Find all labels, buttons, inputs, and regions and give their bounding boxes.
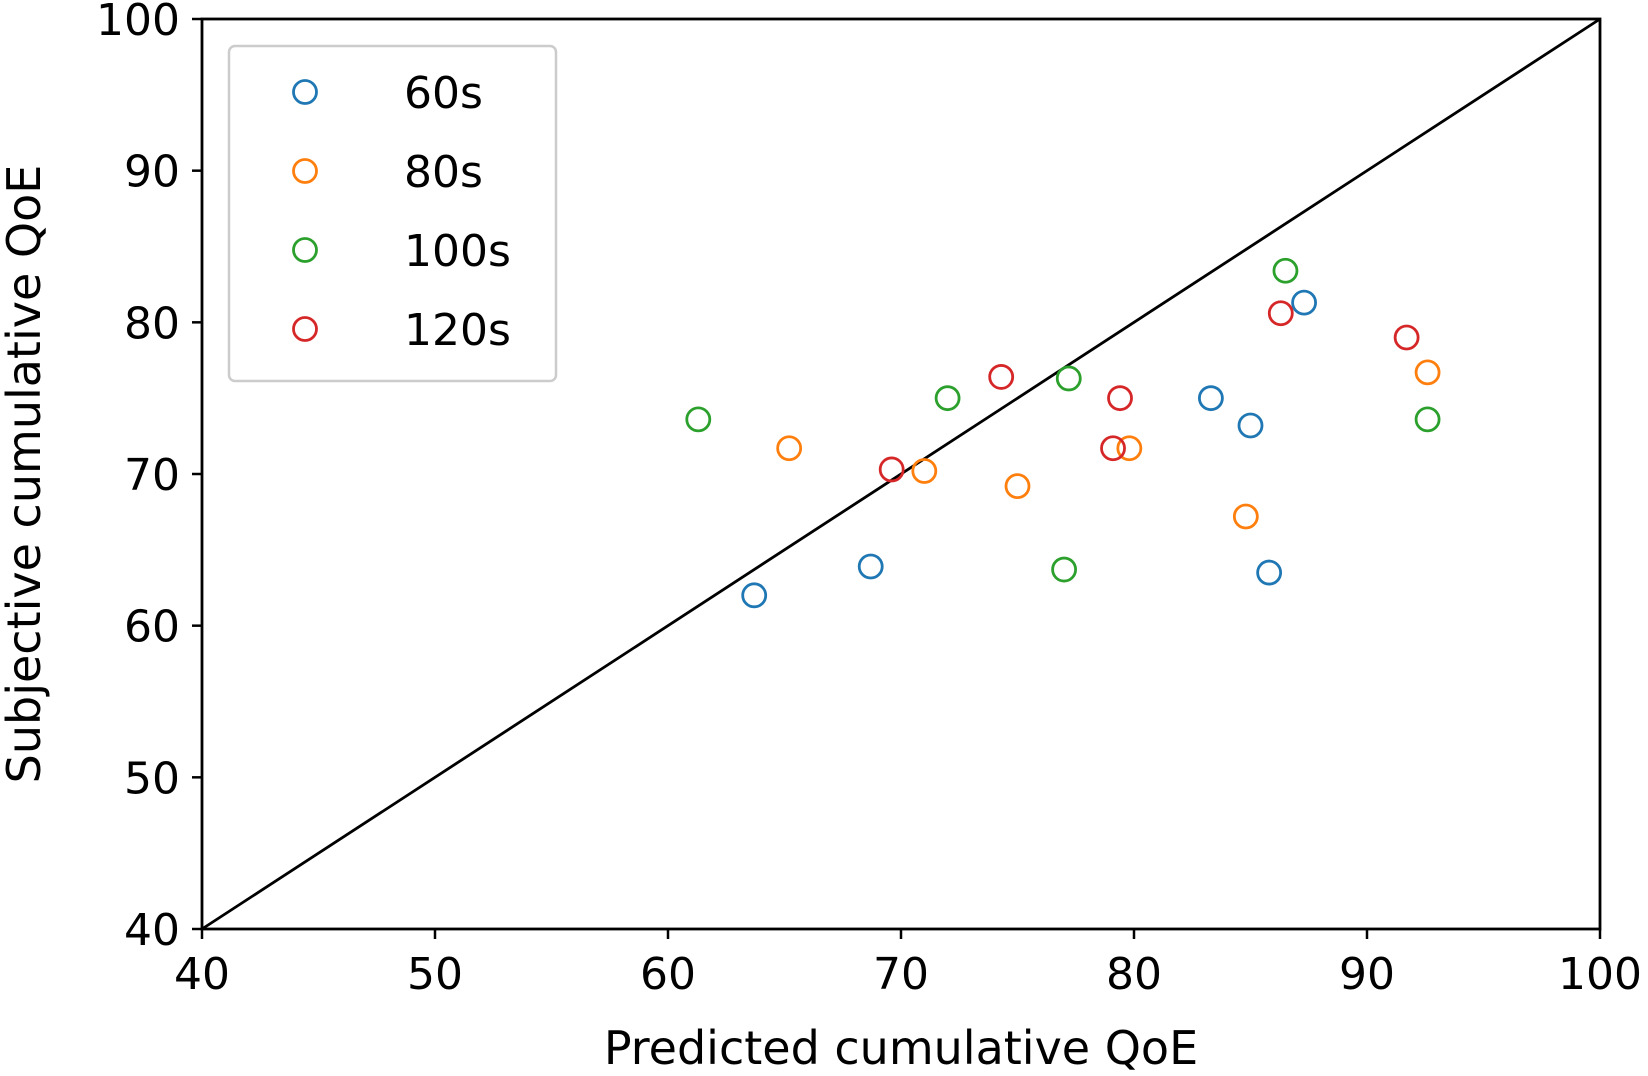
- plot-area-frame: [200, 17, 1602, 931]
- y-axis-title: Subjective cumulative QoE: [0, 165, 51, 784]
- point-120s: [1100, 435, 1126, 462]
- point-120s: [1267, 300, 1294, 327]
- legend: 60s 80s 100s 120s: [227, 44, 558, 383]
- y-tick-label: 60: [124, 602, 180, 653]
- point-100s: [685, 406, 712, 433]
- point-100s: [1055, 365, 1082, 392]
- point-100s: [1272, 257, 1299, 284]
- data-points: [685, 257, 1441, 609]
- point-80s: [1004, 473, 1031, 500]
- y-tick-label: 50: [124, 753, 180, 804]
- point-80s: [776, 435, 803, 462]
- point-120s: [1107, 385, 1133, 412]
- point-60s: [1291, 289, 1317, 316]
- legend-box: [227, 44, 558, 383]
- point-80s: [1414, 359, 1441, 386]
- point-120s: [1393, 324, 1420, 351]
- point-60s: [1197, 385, 1224, 412]
- point-60s: [1237, 412, 1264, 439]
- y-tick-label: 100: [96, 0, 180, 46]
- y-tick-label: 90: [124, 147, 180, 198]
- x-tick-label: 100: [1558, 949, 1642, 1000]
- y-tick-label: 70: [124, 450, 180, 501]
- point-120s: [878, 456, 905, 483]
- y-tick-label: 40: [124, 905, 180, 956]
- x-tick-label: 90: [1339, 949, 1395, 1000]
- point-100s: [1051, 556, 1077, 583]
- point-80s: [911, 458, 938, 484]
- x-axis-title: Predicted cumulative QoE: [604, 1021, 1198, 1075]
- legend-marker-120s: [292, 316, 318, 342]
- point-60s: [1256, 559, 1283, 586]
- x-tick-label: 80: [1106, 949, 1162, 1000]
- axis-ticks: 40 50 60 70 80 90 100 40 50 60 70 80 90 100: [96, 0, 1642, 1000]
- legend-marker-80s: [292, 158, 318, 184]
- point-60s: [857, 553, 884, 580]
- point-60s: [741, 582, 768, 609]
- point-100s: [1414, 406, 1441, 433]
- point-80s: [1232, 503, 1259, 530]
- legend-label-120s: 120s: [404, 305, 511, 356]
- x-tick-label: 50: [407, 949, 463, 1000]
- legend-marker-60s: [292, 79, 318, 105]
- x-tick-label: 60: [640, 949, 696, 1000]
- legend-marker-100s: [292, 237, 318, 263]
- legend-label-100s: 100s: [404, 226, 511, 277]
- legend-label-80s: 80s: [404, 147, 483, 198]
- y-tick-label: 80: [124, 298, 180, 349]
- point-80s: [1116, 435, 1143, 462]
- point-100s: [934, 385, 961, 412]
- legend-label-60s: 60s: [404, 68, 483, 119]
- point-120s: [988, 364, 1015, 390]
- x-tick-label: 70: [873, 949, 929, 1000]
- x-tick-label: 40: [174, 949, 230, 1000]
